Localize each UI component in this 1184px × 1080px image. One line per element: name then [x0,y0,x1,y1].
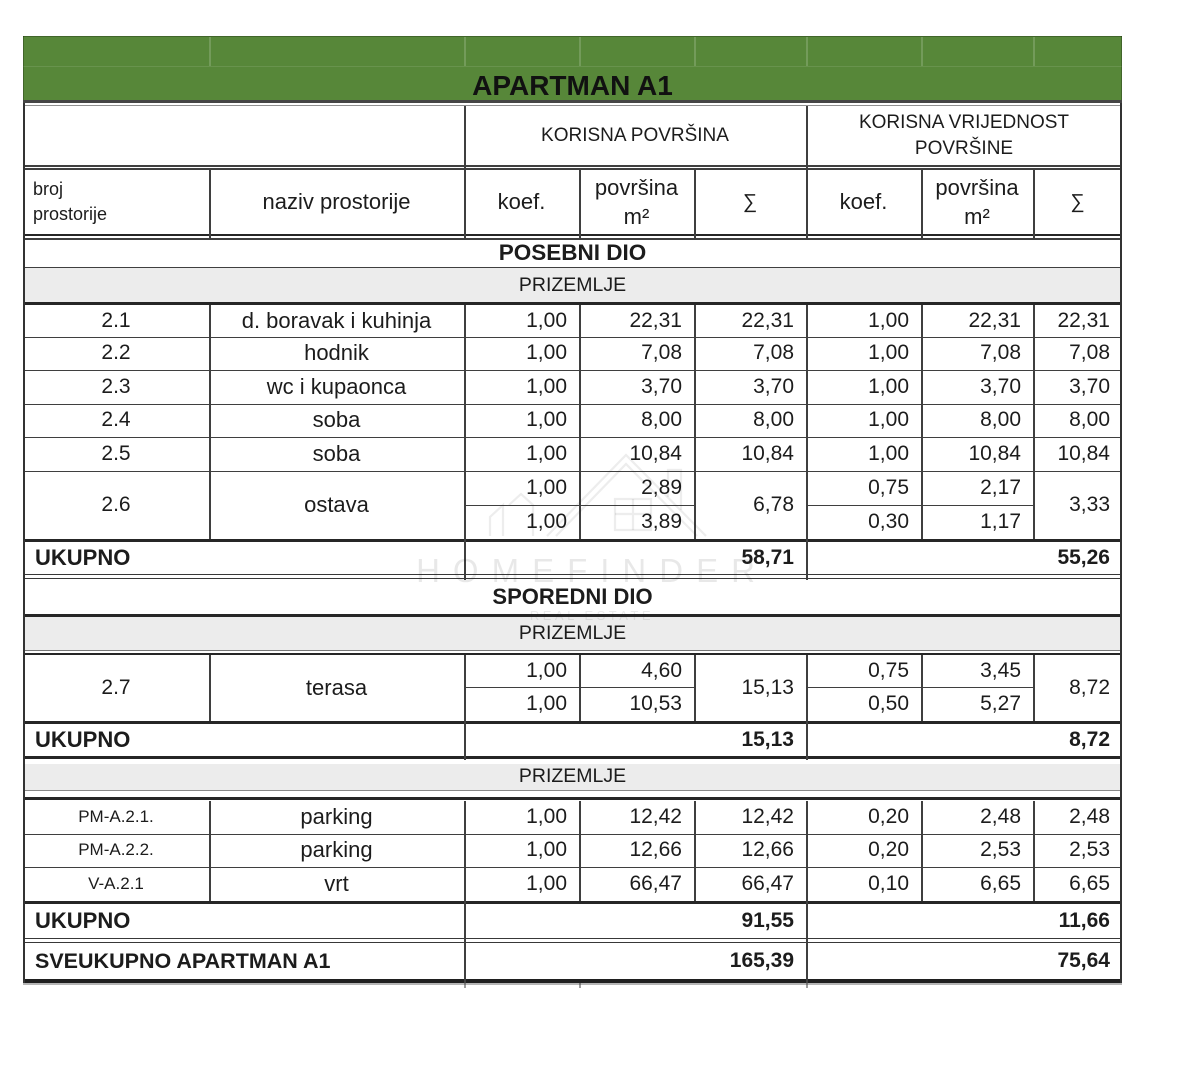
svg-text:HOMEFINDER: HOMEFINDER [416,552,768,589]
svg-text:REAL ESTATE: REAL ESTATE [530,608,654,623]
